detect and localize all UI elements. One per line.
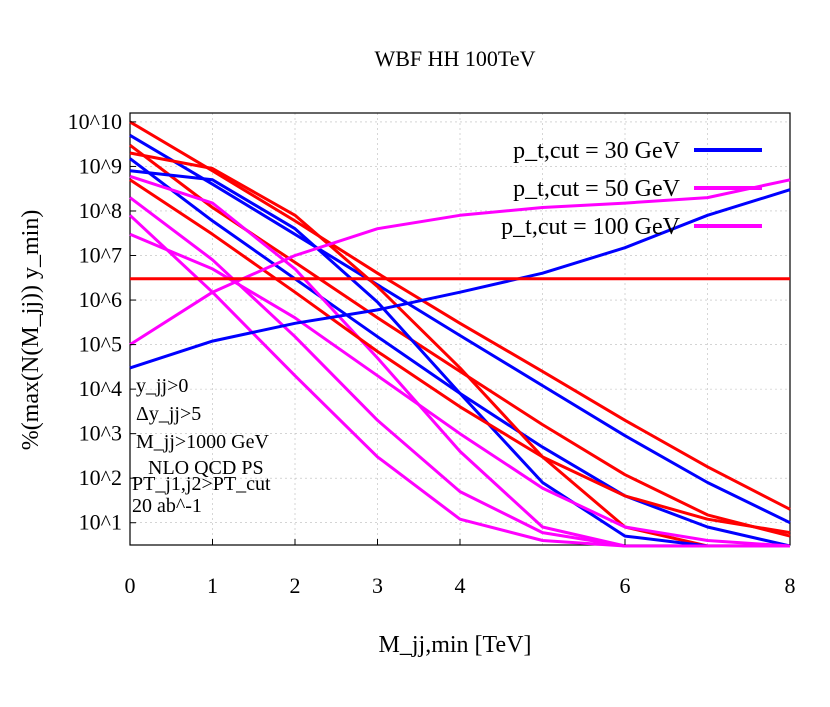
tick-group: 0 1 2 3 4 6 8 10^1 10^2 10^3 10^4 10^5 10^6 10^7 10^8 1…	[68, 109, 796, 598]
y-tick-label: 10^10	[68, 109, 122, 134]
series-line-6	[129, 169, 790, 548]
legend: p_t,cut = 30 GeV p_t,cut = 50 GeV p_t,cut …	[501, 138, 762, 240]
annotation-5: PT_j1,j2>PT_cut	[132, 473, 271, 495]
y-tick-label: 10^4	[79, 376, 122, 401]
series-line-11	[128, 214, 790, 548]
y-tick-label: 10^6	[79, 287, 122, 312]
annotation-6: 20 ab^-1	[132, 495, 202, 517]
x-tick-label: 8	[785, 573, 796, 598]
x-tick-label: 0	[125, 573, 136, 598]
legend-label-2: p_t,cut = 50 GeV	[513, 176, 681, 202]
y-tick-label: 10^1	[79, 510, 122, 535]
x-axis-label: M_jj,min [TeV]	[379, 632, 532, 658]
annotation-1: y_jj>0	[136, 375, 188, 397]
y-tick-label: 10^9	[79, 153, 122, 178]
y-tick-label: 10^3	[79, 421, 122, 446]
grid	[129, 113, 791, 545]
series-group	[128, 120, 791, 548]
series-line-5	[129, 151, 790, 548]
chart-title: WBF HH 100TeV	[374, 46, 535, 71]
legend-label-3: p_t,cut = 100 GeV	[501, 214, 681, 240]
x-tick-label: 3	[372, 573, 383, 598]
series-line-8	[129, 178, 791, 535]
annotation-4: NLO QCD PS	[148, 457, 264, 479]
x-tick-label: 1	[207, 573, 218, 598]
series-line-12	[129, 188, 791, 370]
y-tick-label: 10^8	[79, 198, 122, 223]
y-tick-label: 10^2	[79, 465, 122, 490]
x-tick-label: 6	[620, 573, 631, 598]
x-tick-label: 2	[290, 573, 301, 598]
y-axis-label: %(max(N(M_jj)) y_min)	[18, 210, 44, 451]
y-tick-label: 10^7	[79, 243, 122, 268]
series-line-1	[129, 120, 791, 511]
annotation-3: M_jj>1000 GeV	[136, 431, 269, 453]
y-tick-label: 10^5	[79, 332, 122, 357]
annotation-2: Δy_jj>5	[136, 403, 201, 425]
annotation-group: y_jj>0 Δy_jj>5 M_jj>1000 GeV NLO QCD PSPT_j…	[132, 375, 271, 517]
legend-label-1: p_t,cut = 30 GeV	[513, 138, 681, 164]
x-tick-label: 4	[455, 573, 466, 598]
series-line-2	[129, 134, 791, 525]
